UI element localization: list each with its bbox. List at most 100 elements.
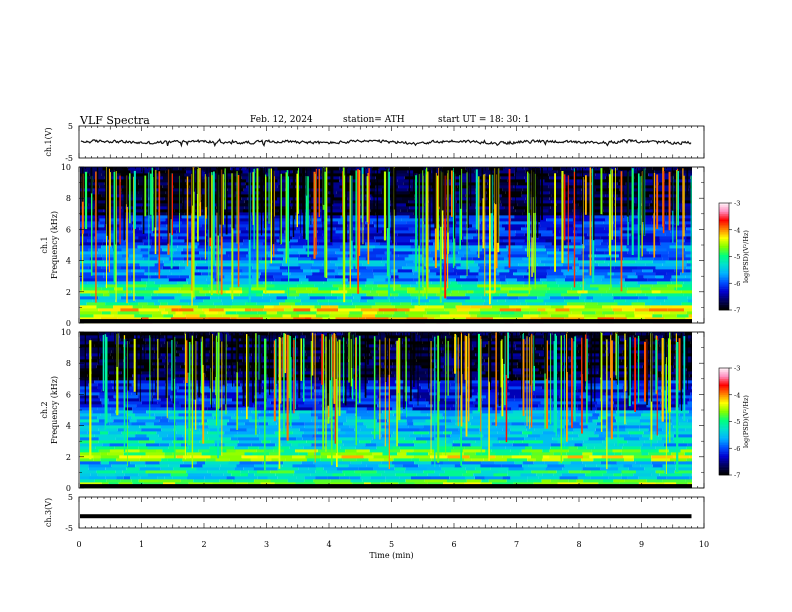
psd-cell bbox=[280, 452, 299, 456]
sferic-streak bbox=[315, 168, 317, 256]
psd-cell bbox=[485, 173, 492, 177]
quiet-gap bbox=[182, 168, 185, 213]
psd-cell bbox=[168, 464, 180, 468]
psd-cell bbox=[530, 398, 553, 402]
psd-cell bbox=[201, 437, 209, 441]
psd-cell bbox=[258, 446, 274, 450]
psd-cell bbox=[514, 461, 523, 465]
psd-cell bbox=[655, 296, 668, 300]
psd-cell bbox=[108, 374, 133, 378]
psd-cell bbox=[304, 479, 314, 483]
psd-cell bbox=[529, 230, 553, 234]
psd-cell bbox=[602, 212, 616, 216]
psd-cell bbox=[649, 398, 672, 402]
psd-cell bbox=[542, 431, 567, 435]
psd-cell bbox=[80, 416, 98, 420]
psd-cell bbox=[103, 362, 117, 366]
psd-cell bbox=[313, 461, 330, 465]
psd-cell bbox=[385, 221, 407, 225]
psd-cell bbox=[101, 482, 109, 486]
psd-cell bbox=[568, 407, 578, 411]
psd-cell bbox=[385, 380, 395, 384]
psd-cell bbox=[287, 296, 296, 300]
psd-cell bbox=[313, 479, 331, 483]
psd-cell bbox=[421, 254, 443, 258]
quiet-gap bbox=[481, 168, 484, 199]
psd-cell bbox=[170, 473, 188, 477]
quiet-gap bbox=[196, 168, 198, 194]
psd-cell bbox=[601, 278, 625, 282]
psd-cell bbox=[246, 428, 260, 432]
sferic-streak bbox=[554, 173, 556, 272]
psd-cell bbox=[372, 437, 390, 441]
psd-cell bbox=[593, 296, 614, 300]
psd-cell bbox=[314, 284, 333, 288]
psd-cell bbox=[515, 242, 530, 246]
psd-cell bbox=[475, 191, 487, 195]
colorbar-swatch bbox=[719, 231, 729, 234]
psd-cell bbox=[419, 458, 432, 462]
quiet-gap bbox=[495, 168, 497, 205]
psd-cell bbox=[131, 479, 139, 483]
psd-cell bbox=[133, 389, 157, 393]
psd-cell bbox=[648, 308, 668, 312]
psd-cell bbox=[80, 215, 98, 219]
psd-cell bbox=[546, 278, 556, 282]
psd-cell bbox=[578, 434, 599, 438]
psd-cell bbox=[300, 266, 311, 270]
psd-cell bbox=[605, 425, 625, 429]
psd-cell bbox=[157, 401, 180, 405]
psd-cell bbox=[467, 176, 479, 180]
psd-cell bbox=[444, 347, 456, 351]
colorbar-swatch bbox=[719, 254, 729, 257]
psd-cell bbox=[282, 464, 293, 468]
psd-cell bbox=[668, 254, 686, 258]
psd-cell bbox=[367, 377, 380, 381]
sferic-streak bbox=[441, 172, 444, 260]
psd-cell bbox=[233, 200, 245, 204]
psd-cell bbox=[397, 401, 409, 405]
psd-cell bbox=[158, 287, 181, 291]
psd-cell bbox=[514, 173, 536, 177]
psd-cell bbox=[80, 407, 91, 411]
psd-cell bbox=[400, 209, 408, 213]
psd-cell bbox=[183, 380, 198, 384]
psd-cell bbox=[627, 440, 645, 444]
psd-cell bbox=[463, 452, 476, 456]
psd-cell bbox=[598, 482, 620, 486]
psd-cell bbox=[144, 269, 161, 273]
psd-cell bbox=[182, 434, 193, 438]
psd-cell bbox=[487, 425, 497, 429]
psd-cell bbox=[149, 224, 167, 228]
psd-cell bbox=[394, 311, 406, 315]
psd-cell bbox=[553, 473, 562, 477]
psd-cell bbox=[252, 275, 260, 279]
psd-cell bbox=[222, 362, 233, 366]
psd-cell bbox=[497, 221, 507, 225]
psd-cell bbox=[482, 398, 500, 402]
psd-cell bbox=[277, 167, 298, 171]
psd-cell bbox=[409, 308, 425, 312]
psd-cell bbox=[552, 404, 572, 408]
psd-cell bbox=[177, 389, 199, 393]
sferic-streak bbox=[600, 168, 603, 215]
psd-cell bbox=[529, 290, 547, 294]
psd-cell bbox=[369, 353, 388, 357]
psd-cell bbox=[139, 263, 155, 267]
psd-cell bbox=[540, 260, 552, 264]
psd-cell bbox=[475, 377, 497, 381]
psd-cell bbox=[167, 311, 176, 315]
psd-cell bbox=[594, 266, 615, 270]
psd-cell bbox=[171, 308, 179, 312]
psd-cell bbox=[167, 182, 187, 186]
psd-cell bbox=[453, 257, 461, 261]
psd-cell bbox=[376, 470, 385, 474]
psd-cell bbox=[412, 269, 430, 273]
quiet-gap bbox=[469, 168, 472, 207]
psd-cell bbox=[173, 356, 187, 360]
psd-cell bbox=[92, 299, 116, 303]
psd-cell bbox=[324, 257, 338, 261]
psd-cell bbox=[158, 479, 181, 483]
psd-cell bbox=[312, 407, 326, 411]
psd-cell bbox=[418, 290, 441, 294]
